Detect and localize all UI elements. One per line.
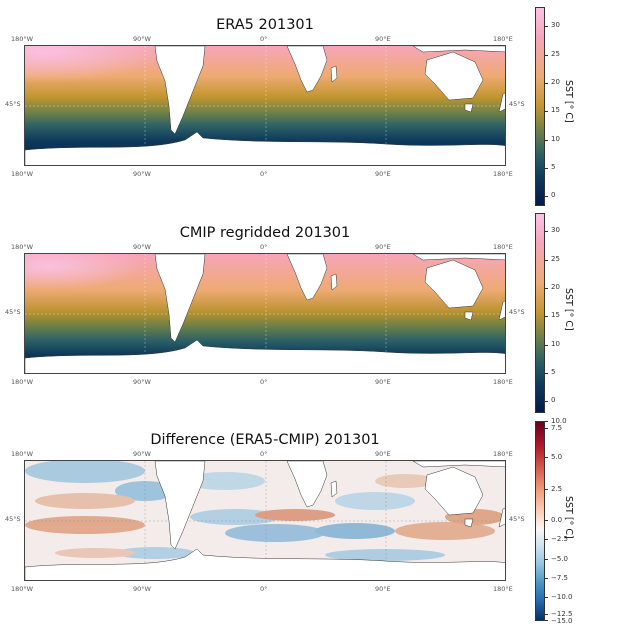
x-tick-label: 90°E bbox=[375, 35, 391, 43]
colorbar bbox=[535, 7, 545, 206]
colorbar-tick: 2.5 bbox=[551, 485, 563, 493]
colorbar-tick: 0 bbox=[551, 396, 556, 404]
x-tick-label: 0° bbox=[260, 450, 268, 458]
y-tick-label: 45°S bbox=[509, 515, 525, 523]
colorbar-tick: 10.0 bbox=[551, 417, 567, 425]
y-tick-label: 45°S bbox=[5, 100, 21, 108]
x-tick-label: 90°E bbox=[375, 378, 391, 386]
colorbar-tick: −15.0 bbox=[551, 617, 573, 625]
x-tick-label: 0° bbox=[260, 585, 268, 593]
colorbar-tick: 0.0 bbox=[551, 516, 563, 524]
colorbar bbox=[535, 213, 545, 413]
y-tick-label: 45°S bbox=[5, 308, 21, 316]
colorbar-tick: 5.0 bbox=[551, 453, 563, 461]
x-tick-label: 90°W bbox=[133, 585, 151, 593]
x-tick-label: 90°W bbox=[133, 378, 151, 386]
chart-title: Difference (ERA5-CMIP) 201301 bbox=[150, 432, 380, 448]
x-tick-label: 90°W bbox=[133, 170, 151, 178]
chart-title: ERA5 201301 bbox=[216, 17, 314, 33]
colorbar-tick: −10.0 bbox=[551, 593, 573, 601]
x-tick-label: 90°W bbox=[133, 450, 151, 458]
sst-map bbox=[24, 45, 506, 166]
colorbar-label: SST [° C] bbox=[563, 496, 574, 539]
colorbar-tick: 20 bbox=[551, 283, 560, 291]
colorbar-tick: 0 bbox=[551, 191, 556, 199]
colorbar-tick: 30 bbox=[551, 21, 560, 29]
y-tick-label: 45°S bbox=[509, 100, 525, 108]
map-svg bbox=[25, 254, 505, 373]
map-svg bbox=[25, 46, 505, 165]
colorbar-tick: 5 bbox=[551, 163, 556, 171]
x-tick-label: 180°E bbox=[493, 243, 513, 251]
x-tick-label: 180°W bbox=[11, 450, 34, 458]
difference-map bbox=[24, 460, 506, 581]
x-tick-label: 0° bbox=[260, 170, 268, 178]
colorbar-tick: −7.5 bbox=[551, 574, 568, 582]
y-tick-label: 45°S bbox=[5, 515, 21, 523]
x-tick-label: 180°W bbox=[11, 378, 34, 386]
x-tick-label: 180°E bbox=[493, 170, 513, 178]
colorbar-tick: −5.0 bbox=[551, 555, 568, 563]
colorbar-tick: 5 bbox=[551, 368, 556, 376]
x-tick-label: 0° bbox=[260, 378, 268, 386]
sst-map bbox=[24, 253, 506, 374]
x-tick-label: 180°E bbox=[493, 378, 513, 386]
x-tick-label: 90°E bbox=[375, 170, 391, 178]
x-tick-label: 180°E bbox=[493, 585, 513, 593]
x-tick-label: 180°W bbox=[11, 243, 34, 251]
x-tick-label: 90°W bbox=[133, 35, 151, 43]
x-tick-label: 0° bbox=[260, 35, 268, 43]
x-tick-label: 90°E bbox=[375, 585, 391, 593]
x-tick-label: 90°W bbox=[133, 243, 151, 251]
colorbar bbox=[535, 421, 545, 621]
colorbar-label: SST [° C] bbox=[563, 80, 574, 123]
colorbar-tick: 25 bbox=[551, 50, 560, 58]
x-tick-label: 90°E bbox=[375, 243, 391, 251]
chart-title: CMIP regridded 201301 bbox=[179, 225, 351, 241]
x-tick-label: 180°W bbox=[11, 170, 34, 178]
map-svg bbox=[25, 461, 505, 580]
colorbar-tick: −2.5 bbox=[551, 535, 568, 543]
x-tick-label: 180°W bbox=[11, 35, 34, 43]
colorbar-label: SST [° C] bbox=[563, 288, 574, 331]
colorbar-tick: 30 bbox=[551, 226, 560, 234]
y-tick-label: 45°S bbox=[509, 308, 525, 316]
colorbar-tick: 10 bbox=[551, 340, 560, 348]
colorbar-tick: −12.5 bbox=[551, 610, 573, 618]
colorbar-tick: 15 bbox=[551, 106, 560, 114]
x-tick-label: 0° bbox=[260, 243, 268, 251]
x-tick-label: 90°E bbox=[375, 450, 391, 458]
colorbar-tick: 25 bbox=[551, 255, 560, 263]
x-tick-label: 180°E bbox=[493, 35, 513, 43]
colorbar-tick: 10 bbox=[551, 135, 560, 143]
colorbar-tick: 20 bbox=[551, 78, 560, 86]
x-tick-label: 180°W bbox=[11, 585, 34, 593]
x-tick-label: 180°E bbox=[493, 450, 513, 458]
colorbar-tick: 15 bbox=[551, 311, 560, 319]
colorbar-tick: 7.5 bbox=[551, 424, 563, 432]
